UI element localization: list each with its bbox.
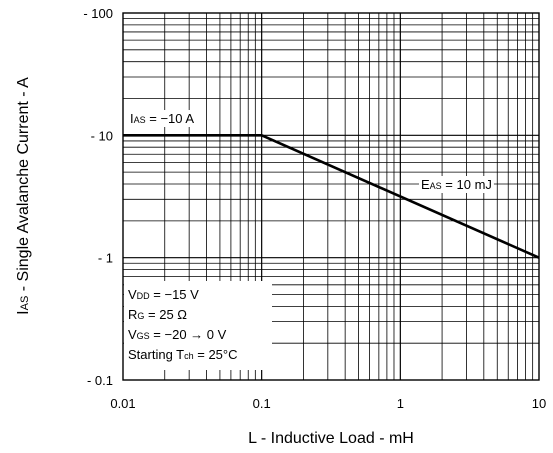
y-tick-label: - 1	[98, 251, 113, 266]
condition-tch: Starting Tch = 25°C	[128, 347, 238, 362]
eas-annotation-backing	[419, 176, 494, 193]
y-tick-label: - 10	[91, 128, 113, 143]
grid-minor	[123, 13, 539, 380]
ias-annotation-backing	[128, 110, 197, 127]
x-tick-label: 0.01	[110, 396, 135, 411]
tick-labels: 0.01 0.1 1 10 - 0.1 - 1 - 10 - 100	[83, 6, 546, 411]
plot-frame	[122, 12, 540, 381]
x-tick-label: 1	[397, 396, 404, 411]
y-axis-title: IAS - Single Avalanche Current - A	[15, 77, 32, 315]
conditions-box	[124, 281, 272, 370]
condition-rg: RG = 25 Ω	[128, 307, 187, 322]
condition-vgs: VGS = −20 → 0 V	[128, 327, 227, 342]
y-tick-label: - 100	[83, 6, 113, 21]
x-axis-title: L - Inductive Load - mH	[248, 430, 414, 447]
ias-annotation: IAS = −10 A	[130, 111, 194, 126]
series-layer	[123, 134, 540, 259]
x-tick-label: 10	[532, 396, 546, 411]
eas-annotation: EAS = 10 mJ	[421, 177, 492, 192]
series-line-0	[123, 134, 540, 259]
condition-vdd: VDD = −15 V	[128, 287, 199, 302]
x-tick-label: 0.1	[253, 396, 271, 411]
y-tick-label: - 0.1	[87, 373, 113, 388]
